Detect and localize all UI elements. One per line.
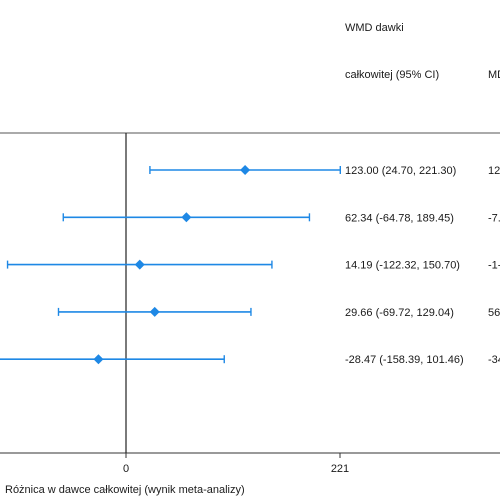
- column-header-wmd-line1: WMD dawki: [345, 22, 404, 34]
- point-estimate-4: [93, 354, 104, 365]
- point-estimate-2: [134, 259, 145, 270]
- estimate-label-1: 62.34 (-64.78, 189.45): [345, 212, 454, 224]
- point-estimate-0: [240, 165, 251, 175]
- estimate-label-3: 29.66 (-69.72, 129.04): [345, 307, 454, 319]
- x-tick-label-1: 221: [331, 463, 349, 475]
- column-header-wmd-line2: całkowitej (95% CI): [345, 69, 440, 81]
- md-partial-label-4: -34: [488, 354, 500, 366]
- md-partial-label-0: 12: [488, 165, 500, 177]
- md-partial-label-3: 56: [488, 307, 500, 319]
- point-estimate-3: [149, 306, 160, 317]
- estimate-label-4: -28.47 (-158.39, 101.46): [345, 354, 464, 366]
- md-partial-label-2: -1-: [488, 260, 500, 272]
- column-header-md-partial: MD: [488, 69, 500, 81]
- md-partial-label-1: -7.: [488, 212, 500, 224]
- estimate-label-0: 123.00 (24.70, 221.30): [345, 165, 456, 177]
- point-estimate-1: [181, 212, 192, 223]
- x-tick-label-0: 0: [123, 463, 129, 475]
- x-axis-label: Różnica w dawce całkowitej (wynik meta-a…: [5, 484, 245, 496]
- estimate-label-2: 14.19 (-122.32, 150.70): [345, 260, 460, 272]
